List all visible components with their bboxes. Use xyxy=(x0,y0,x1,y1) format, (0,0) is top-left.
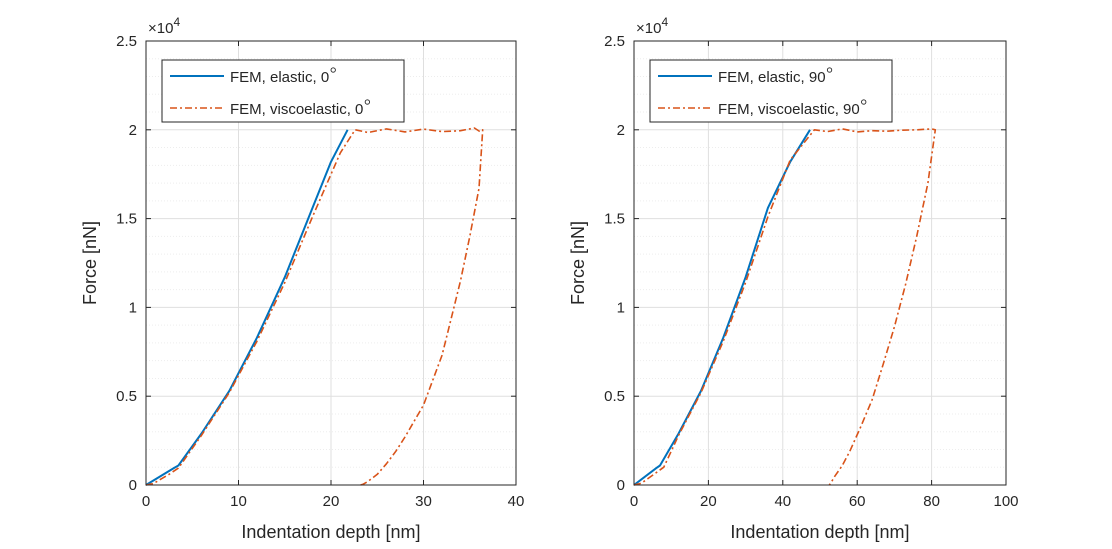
legend-entry: FEM, viscoelastic, 90 xyxy=(718,101,860,118)
x-tick-label: 0 xyxy=(630,493,638,510)
degree-symbol xyxy=(861,99,867,105)
axes-frame xyxy=(633,40,1007,486)
y-tick-label: 1 xyxy=(617,299,625,316)
y-tick-label: 0 xyxy=(129,477,137,494)
y-axis-label: Force [nN] xyxy=(568,221,588,305)
degree-symbol xyxy=(364,99,371,105)
y-tick-label: 0.5 xyxy=(116,388,137,405)
y-tick-label: 2 xyxy=(617,122,625,139)
degree-symbol xyxy=(826,67,833,73)
y-exponent-label: ×104 xyxy=(636,15,668,37)
y-tick-label: 2.5 xyxy=(604,33,625,50)
y-tick-label: 2 xyxy=(129,122,137,139)
series-line-elastic xyxy=(145,129,349,486)
right-plot-panel: 0 20 40 60 80 100 0 0.5 1 1.5 2 2.5 ×104 Indentation … xyxy=(568,15,1019,542)
legend-entry: FEM, elastic, 0 xyxy=(230,69,329,86)
y-tick-label: 2.5 xyxy=(116,33,137,50)
x-tick-label: 40 xyxy=(774,493,791,510)
x-tick-label: 60 xyxy=(849,493,866,510)
legend-entry: FEM, viscoelastic, 0 xyxy=(230,101,363,118)
series-line-viscoelastic xyxy=(633,128,937,486)
y-exponent-label: ×104 xyxy=(148,15,180,37)
y-tick-label: 0 xyxy=(617,477,625,494)
x-tick-label: 30 xyxy=(415,493,432,510)
y-axis-label: Force [nN] xyxy=(80,221,100,305)
series-line-elastic xyxy=(633,129,811,486)
y-tick-label: 1.5 xyxy=(604,211,625,228)
x-tick-label: 100 xyxy=(993,493,1018,510)
y-tick-label: 0.5 xyxy=(604,388,625,405)
legend-box xyxy=(161,59,405,123)
degree-symbol xyxy=(330,67,336,73)
left-plot-panel: 0 10 20 30 40 0 0.5 1 1.5 2 2.5 ×104 Indentation dep… xyxy=(80,15,524,542)
x-tick-label: 40 xyxy=(508,493,525,510)
x-tick-label: 20 xyxy=(323,493,340,510)
y-tick-label: 1 xyxy=(129,299,137,316)
legend-entry: FEM, elastic, 90 xyxy=(718,69,826,86)
x-tick-label: 0 xyxy=(142,493,150,510)
x-axis-label: Indentation depth [nm] xyxy=(241,522,420,542)
x-axis-label: Indentation depth [nm] xyxy=(730,522,909,542)
x-tick-label: 80 xyxy=(923,493,940,510)
x-tick-label: 10 xyxy=(230,493,247,510)
legend-box xyxy=(649,59,893,123)
x-tick-label: 20 xyxy=(700,493,717,510)
y-tick-label: 1.5 xyxy=(116,211,137,228)
